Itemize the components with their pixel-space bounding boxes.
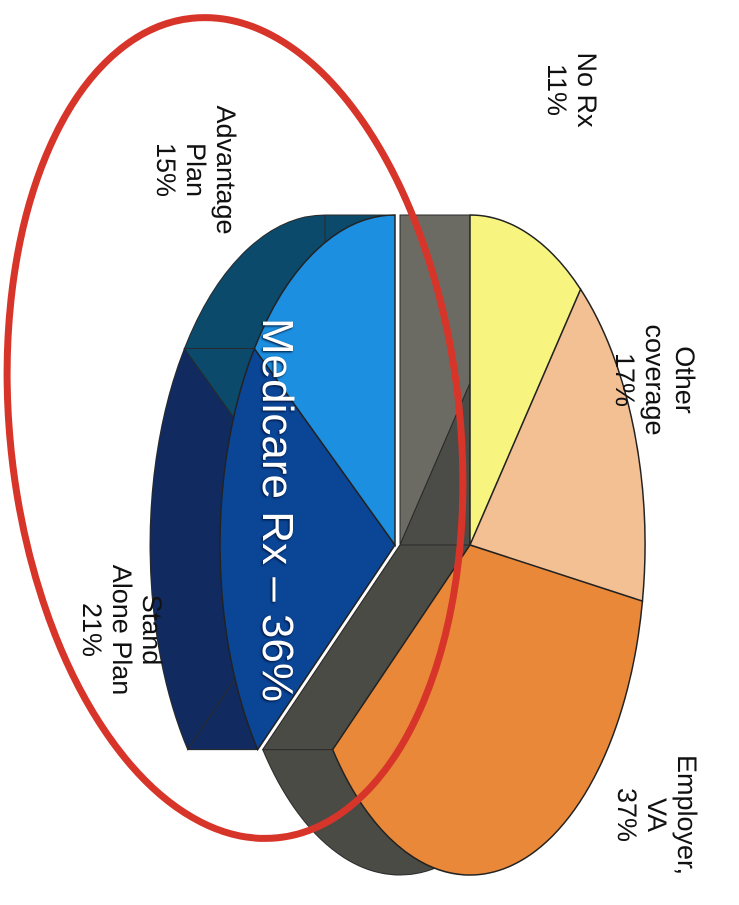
chart: No Rx 11% Other coverage 17% Employer, V… <box>3 14 702 876</box>
pie-slice <box>253 214 396 548</box>
pie-slice <box>469 214 582 546</box>
slice-label-other-coverage: Other coverage 17% <box>610 324 700 436</box>
slice-label-stand-alone-plan: Stand Alone Plan 21% <box>77 564 167 696</box>
pie-slice <box>468 287 646 603</box>
slice-label-no-rx: No Rx 11% <box>542 52 602 128</box>
pie-slice <box>331 544 644 876</box>
medicare-highlight-ellipse <box>3 14 467 842</box>
slice-label-employer-va: Employer, VA 37% <box>612 754 702 876</box>
slice-label-advantage-plan: Advantage Plan 15% <box>151 105 241 235</box>
pie-faces <box>219 214 646 876</box>
medicare-rx-annotation: Medicare Rx – 36% <box>253 318 302 702</box>
pie-chart <box>3 14 646 876</box>
pie-slice <box>219 346 396 752</box>
